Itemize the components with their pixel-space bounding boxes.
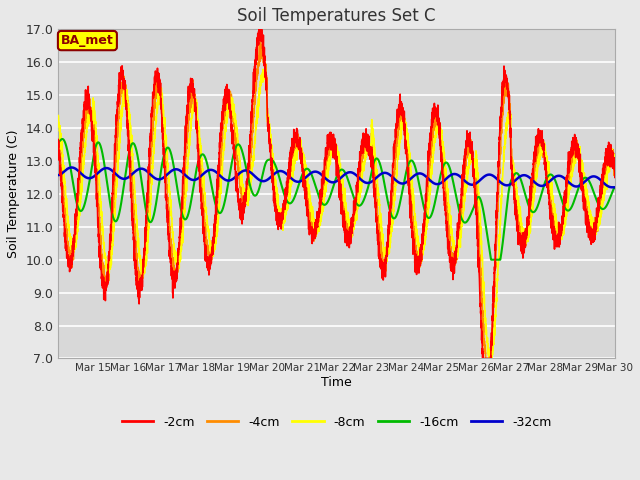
-2cm <box>54 137 62 143</box>
-32cm <box>54 172 62 178</box>
Line: -2cm: -2cm <box>58 29 615 359</box>
-16cm <box>58 136 66 142</box>
-16cm <box>487 257 495 263</box>
X-axis label: Time: Time <box>321 376 352 389</box>
-2cm <box>517 241 525 247</box>
-4cm <box>611 162 619 168</box>
Line: -8cm: -8cm <box>58 69 615 359</box>
-32cm <box>387 173 395 179</box>
-4cm <box>54 130 62 136</box>
-4cm <box>531 167 539 172</box>
-32cm <box>611 184 619 190</box>
-32cm <box>358 177 365 183</box>
Line: -16cm: -16cm <box>58 139 615 260</box>
-8cm <box>259 66 267 72</box>
-8cm <box>490 340 497 346</box>
-2cm <box>170 272 177 278</box>
-8cm <box>531 181 539 187</box>
-2cm <box>611 169 619 175</box>
-16cm <box>358 202 365 207</box>
-4cm <box>490 305 497 311</box>
-8cm <box>611 161 619 167</box>
-4cm <box>517 231 525 237</box>
-2cm <box>387 198 395 204</box>
Line: -32cm: -32cm <box>58 168 615 187</box>
-16cm <box>54 139 62 145</box>
-2cm <box>490 299 497 305</box>
-16cm <box>490 257 497 263</box>
-32cm <box>609 184 616 190</box>
Title: Soil Temperatures Set C: Soil Temperatures Set C <box>237 7 436 25</box>
Text: BA_met: BA_met <box>61 34 114 47</box>
-8cm <box>387 229 395 235</box>
-32cm <box>531 180 539 186</box>
-16cm <box>611 185 619 191</box>
-2cm <box>479 356 486 361</box>
-16cm <box>517 177 525 183</box>
-8cm <box>517 222 525 228</box>
-4cm <box>358 160 365 166</box>
Y-axis label: Soil Temperature (C): Soil Temperature (C) <box>7 130 20 258</box>
-16cm <box>531 208 539 214</box>
-2cm <box>255 26 262 32</box>
Line: -4cm: -4cm <box>58 42 615 359</box>
-4cm <box>387 206 395 212</box>
-8cm <box>486 356 493 361</box>
-4cm <box>482 356 490 361</box>
-8cm <box>170 241 177 247</box>
-4cm <box>257 39 264 45</box>
-2cm <box>531 158 539 164</box>
-32cm <box>170 167 178 172</box>
-32cm <box>490 173 497 179</box>
Legend: -2cm, -4cm, -8cm, -16cm, -32cm: -2cm, -4cm, -8cm, -16cm, -32cm <box>117 411 556 434</box>
-32cm <box>517 173 525 179</box>
-16cm <box>387 212 395 217</box>
-8cm <box>358 178 365 184</box>
-2cm <box>358 144 365 150</box>
-16cm <box>170 164 178 169</box>
-32cm <box>68 165 76 170</box>
-4cm <box>170 271 177 277</box>
-8cm <box>54 121 62 127</box>
